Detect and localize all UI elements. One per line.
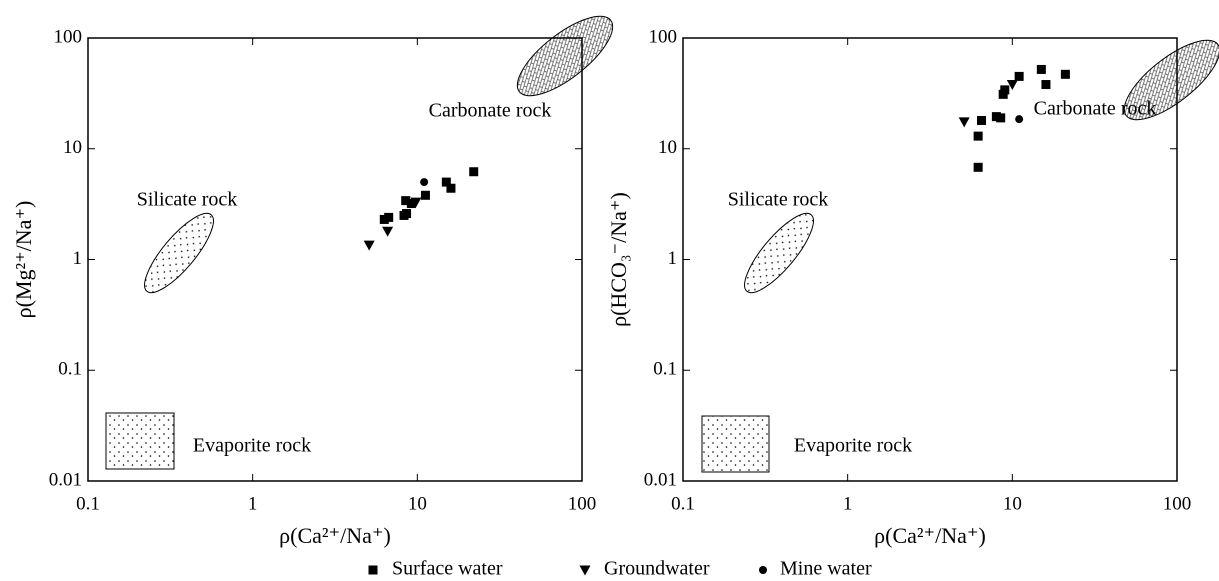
region-label: Evaporite rock bbox=[794, 435, 912, 457]
marker bbox=[384, 212, 394, 222]
legend-marker bbox=[368, 565, 378, 575]
marker bbox=[1015, 115, 1024, 124]
y-tick-label: 0.1 bbox=[58, 359, 82, 380]
marker bbox=[973, 131, 983, 141]
x-tick-label: 1 bbox=[248, 493, 258, 514]
x-tick-label: 100 bbox=[1163, 493, 1192, 514]
marker bbox=[1000, 85, 1010, 95]
y-tick-label: 1 bbox=[73, 248, 83, 269]
y-tick-label: 0.1 bbox=[653, 359, 677, 380]
x-tick-label: 0.1 bbox=[76, 493, 100, 514]
region-label: Carbonate rock bbox=[429, 100, 552, 122]
marker bbox=[1014, 71, 1024, 81]
carbonate-region bbox=[1123, 39, 1219, 121]
marker bbox=[363, 240, 375, 251]
silicate-region bbox=[144, 212, 214, 294]
marker bbox=[1006, 80, 1018, 91]
legend-marker bbox=[579, 565, 591, 576]
legend-marker bbox=[759, 566, 767, 574]
marker bbox=[977, 115, 987, 125]
marker bbox=[973, 162, 983, 172]
marker bbox=[441, 177, 451, 187]
marker bbox=[401, 196, 411, 206]
marker bbox=[469, 167, 479, 177]
x-tick-label: 10 bbox=[1003, 493, 1022, 514]
region-label: Evaporite rock bbox=[193, 435, 311, 457]
y-tick-label: 100 bbox=[649, 26, 678, 47]
marker bbox=[1060, 69, 1070, 79]
marker bbox=[406, 199, 416, 209]
legend-label: Surface water bbox=[392, 558, 503, 580]
evaporite-region bbox=[105, 412, 175, 470]
y-tick-label: 100 bbox=[54, 26, 83, 47]
marker bbox=[420, 178, 429, 187]
x-axis-title: ρ(Ca²⁺/Na⁺) bbox=[874, 523, 986, 548]
marker bbox=[382, 226, 394, 237]
marker bbox=[996, 113, 1006, 123]
carbonate-region bbox=[516, 15, 614, 97]
marker bbox=[1036, 64, 1046, 74]
x-tick-label: 100 bbox=[568, 493, 597, 514]
y-tick-label: 10 bbox=[63, 137, 82, 158]
legend-label: Mine water bbox=[780, 558, 872, 580]
evaporite-region bbox=[701, 415, 770, 473]
x-axis-title: ρ(Ca²⁺/Na⁺) bbox=[279, 523, 391, 548]
x-tick-label: 0.1 bbox=[671, 493, 695, 514]
marker bbox=[958, 117, 970, 128]
silicate-region bbox=[744, 212, 814, 294]
marker bbox=[410, 197, 422, 208]
y-tick-label: 0.01 bbox=[49, 469, 82, 490]
region-label: Carbonate rock bbox=[1034, 98, 1157, 120]
y-tick-label: 10 bbox=[658, 137, 677, 158]
y-tick-label: 1 bbox=[668, 248, 678, 269]
y-axis-title: ρ(HCO₃⁻/Na⁺) bbox=[606, 192, 631, 327]
y-tick-label: 0.01 bbox=[644, 469, 677, 490]
x-tick-label: 10 bbox=[408, 493, 427, 514]
marker bbox=[402, 209, 412, 219]
legend-label: Groundwater bbox=[604, 558, 710, 580]
marker bbox=[420, 190, 430, 200]
y-axis-title: ρ(Mg²⁺/Na⁺) bbox=[11, 201, 36, 319]
region-label: Silicate rock bbox=[137, 189, 238, 211]
marker bbox=[1041, 80, 1051, 90]
marker bbox=[446, 183, 456, 193]
region-label: Silicate rock bbox=[728, 189, 829, 211]
x-tick-label: 1 bbox=[843, 493, 853, 514]
